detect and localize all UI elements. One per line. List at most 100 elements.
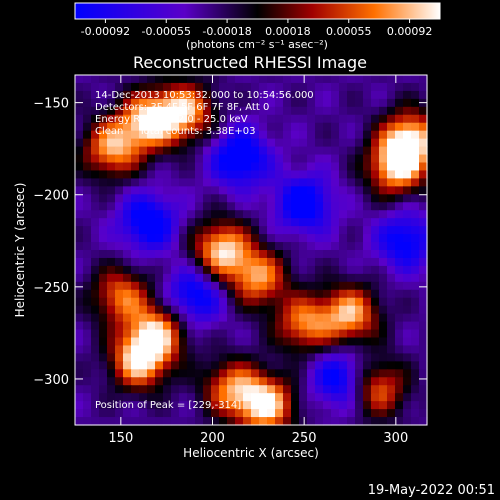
heatmap-cell — [307, 226, 316, 235]
heatmap-cell — [403, 170, 412, 179]
heatmap-cell — [379, 242, 388, 251]
heatmap-cell — [283, 257, 292, 267]
heatmap-cell — [115, 393, 124, 402]
heatmap-cell — [179, 170, 188, 179]
heatmap-cell — [307, 401, 316, 410]
heatmap-cell — [339, 417, 348, 426]
heatmap-cell — [187, 210, 196, 219]
heatmap-cell — [291, 409, 300, 418]
heatmap-cell — [155, 154, 164, 164]
heatmap-cell — [379, 98, 388, 108]
heatmap-cell — [211, 234, 220, 243]
heatmap-cell — [235, 226, 244, 235]
heatmap-cell — [267, 178, 276, 187]
heatmap-cell — [139, 186, 148, 195]
heatmap-cell — [227, 122, 236, 132]
heatmap-cell — [75, 146, 84, 156]
heatmap-cell — [131, 170, 140, 179]
x-axis-label: Heliocentric X (arcsec) — [183, 446, 319, 460]
heatmap-cell — [235, 98, 244, 108]
heatmap-cell — [387, 321, 396, 331]
heatmap-cell — [211, 226, 220, 235]
heatmap-cell — [171, 401, 180, 410]
heatmap-cell — [251, 337, 260, 347]
heatmap-cell — [371, 393, 380, 402]
heatmap-cell — [243, 178, 252, 187]
heatmap-cell — [387, 337, 396, 347]
heatmap-cell — [307, 242, 316, 251]
heatmap-cell — [131, 297, 140, 307]
heatmap-cell — [203, 218, 212, 227]
heatmap-cell — [323, 122, 332, 132]
heatmap-cell — [315, 353, 324, 362]
heatmap-cell — [107, 194, 116, 203]
heatmap-cell — [339, 361, 348, 370]
heatmap-cell — [403, 321, 412, 331]
heatmap-cell — [339, 257, 348, 267]
heatmap-cell — [283, 218, 292, 227]
heatmap-cell — [203, 234, 212, 243]
heatmap-cell — [115, 234, 124, 243]
heatmap-cell — [147, 265, 156, 275]
heatmap-cell — [99, 369, 108, 378]
heatmap-cell — [339, 202, 348, 211]
heatmap-cell — [315, 138, 324, 148]
heatmap-cell — [203, 313, 212, 323]
heatmap-cell — [355, 226, 364, 235]
heatmap-cell — [187, 106, 196, 116]
heatmap-cell — [187, 393, 196, 402]
heatmap-cell — [131, 186, 140, 195]
heatmap-cell — [347, 82, 356, 92]
heatmap-cell — [187, 114, 196, 124]
heatmap-cell — [171, 146, 180, 156]
heatmap-cell — [171, 186, 180, 195]
heatmap-cell — [91, 114, 100, 124]
heatmap-cell — [131, 130, 140, 140]
heatmap-cell — [379, 393, 388, 402]
heatmap-cell — [147, 417, 156, 426]
heatmap-cell — [259, 218, 268, 227]
heatmap-cell — [227, 417, 236, 426]
heatmap-cell — [379, 250, 388, 259]
heatmap-cell — [195, 114, 204, 124]
heatmap-cell — [291, 361, 300, 370]
heatmap-cell — [155, 281, 164, 291]
heatmap-cell — [331, 122, 340, 132]
heatmap-cell — [395, 353, 404, 362]
heatmap-cell — [251, 162, 260, 172]
heatmap-cell — [323, 417, 332, 426]
heatmap-cell — [171, 361, 180, 370]
heatmap-cell — [315, 162, 324, 172]
heatmap-cell — [211, 377, 220, 386]
heatmap-cell — [243, 265, 252, 275]
heatmap-cell — [355, 75, 364, 84]
heatmap-cell — [291, 202, 300, 211]
heatmap-cell — [211, 353, 220, 362]
heatmap-cell — [227, 114, 236, 124]
heatmap-cell — [403, 114, 412, 124]
heatmap-cell — [411, 297, 420, 307]
heatmap-cell — [291, 122, 300, 132]
heatmap-cell — [411, 385, 420, 394]
heatmap-cell — [259, 194, 268, 203]
heatmap-cell — [139, 154, 148, 164]
heatmap-cell — [211, 138, 220, 148]
heatmap-cell — [171, 273, 180, 283]
heatmap-cell — [371, 265, 380, 275]
heatmap-cell — [299, 305, 308, 315]
heatmap-cell — [163, 202, 172, 211]
heatmap-cell — [315, 178, 324, 187]
heatmap-cell — [147, 329, 156, 339]
heatmap-cell — [227, 281, 236, 291]
heatmap-cell — [99, 337, 108, 347]
heatmap-cell — [187, 305, 196, 315]
heatmap-cell — [115, 170, 124, 179]
heatmap-cell — [155, 369, 164, 378]
heatmap-cell — [227, 345, 236, 354]
heatmap-cell — [355, 393, 364, 402]
heatmap-cell — [171, 250, 180, 259]
heatmap-cell — [323, 289, 332, 299]
heatmap-cell — [219, 98, 228, 108]
heatmap-cell — [219, 146, 228, 156]
